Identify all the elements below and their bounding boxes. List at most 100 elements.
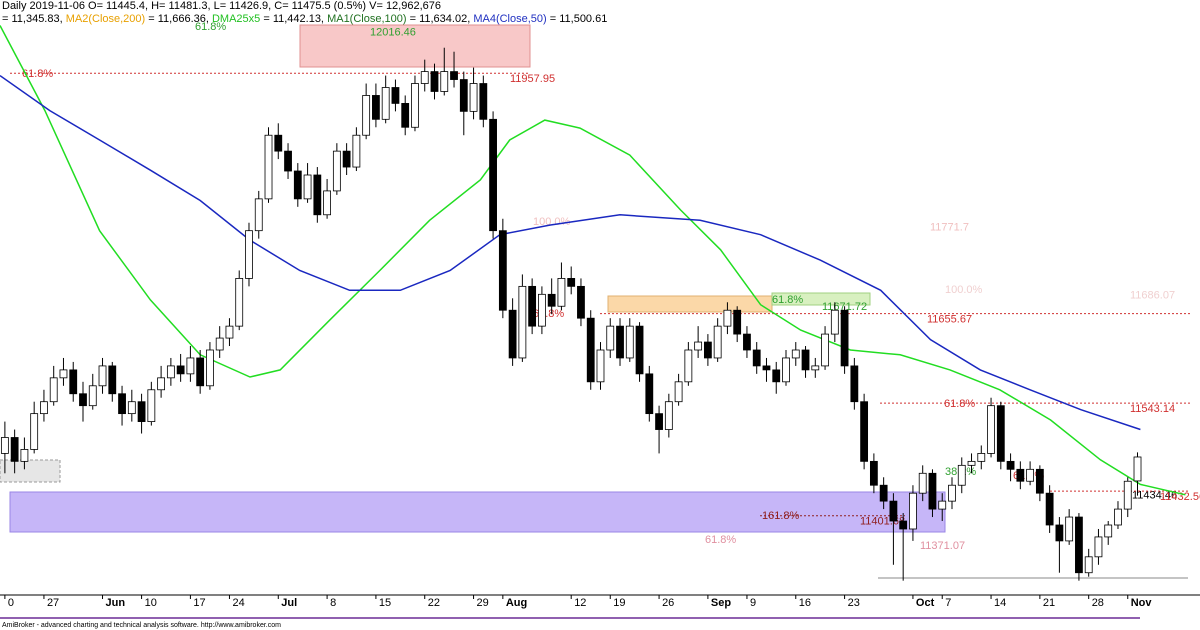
candle-body	[381, 87, 390, 120]
candle-body	[948, 484, 956, 502]
candle-body	[1084, 556, 1093, 574]
price-label: 11686.07	[1130, 289, 1175, 301]
candle-body	[791, 349, 800, 359]
candle-body	[391, 87, 400, 104]
candle-body	[88, 385, 97, 407]
candle-body	[674, 381, 683, 403]
x-tick-label: 19	[613, 597, 625, 609]
x-tick-label: 23	[848, 597, 860, 609]
candle-body	[830, 309, 839, 335]
candle-body	[918, 472, 927, 494]
candle-body	[547, 293, 556, 307]
x-tick-label: 27	[47, 597, 59, 609]
candle-body	[430, 71, 439, 92]
candle-body	[577, 285, 585, 319]
header-item: MA1(Close,100)	[327, 13, 406, 25]
candle-body	[157, 377, 166, 391]
x-tick-label: 17	[193, 597, 205, 609]
candle-body	[996, 405, 1005, 462]
price-label: 11957.95	[510, 73, 555, 85]
candle-body	[909, 492, 917, 530]
candle-body	[508, 309, 517, 359]
candle-body	[1006, 460, 1015, 470]
candle-body	[372, 95, 380, 120]
header-item: = 11,345.83,	[2, 13, 66, 25]
candle-body	[313, 174, 322, 216]
candle-body	[411, 83, 419, 128]
candle-body	[166, 365, 175, 379]
candle-body	[264, 134, 273, 200]
candle-body	[557, 278, 566, 307]
candle-body	[567, 278, 576, 287]
candle-body	[0, 437, 9, 454]
candle-body	[772, 369, 781, 383]
candle-body	[899, 520, 908, 530]
price-label: 11434.46	[1132, 490, 1177, 502]
x-tick-label: 12	[574, 597, 586, 609]
x-tick-label: Sep	[711, 597, 731, 609]
candle-body	[245, 230, 253, 279]
candle-body	[450, 71, 458, 80]
candle-body	[489, 118, 497, 232]
annotation: 61.8%	[195, 21, 226, 33]
candle-body	[889, 500, 898, 522]
x-tick-label: 9	[750, 597, 756, 609]
candle-body	[1026, 468, 1035, 482]
candle-body	[703, 341, 712, 359]
annotation: 100.0%	[533, 216, 571, 228]
candle-body	[352, 134, 361, 168]
candle-body	[987, 405, 995, 454]
x-tick-label: 8	[330, 597, 336, 609]
candle-body	[254, 198, 263, 232]
candle-body	[869, 460, 878, 486]
candle-body	[79, 393, 87, 407]
x-tick-label: 29	[477, 597, 489, 609]
candle-body	[1055, 524, 1064, 542]
candle-body	[606, 325, 615, 351]
header-item: = 11,634.02,	[407, 13, 474, 25]
candle-body	[1075, 516, 1083, 574]
candle-body	[1094, 536, 1103, 558]
annotation: 100.0%	[945, 284, 983, 296]
annotation: 61.8%	[772, 294, 803, 306]
ma-line	[0, 25, 1186, 496]
zone-green	[771, 292, 871, 306]
header-item: DMA25x5	[212, 13, 260, 25]
candle-body	[186, 357, 195, 375]
candle-body	[420, 71, 429, 84]
candle-body	[459, 79, 468, 112]
candle-body	[215, 337, 224, 351]
candle-body	[840, 309, 849, 367]
candle-body	[147, 389, 156, 422]
candle-body	[528, 285, 537, 327]
x-tick-label: 24	[232, 597, 244, 609]
plot: 12016.4611957.9511771.711686.0711671.721…	[0, 21, 1200, 609]
candle-body	[440, 71, 449, 92]
candle-body	[20, 449, 29, 462]
candle-body	[928, 472, 937, 510]
candle-body	[1016, 468, 1025, 482]
candle-body	[137, 401, 146, 422]
candle-body	[127, 401, 136, 415]
candle-body	[362, 95, 371, 136]
candle-body	[743, 333, 751, 351]
candle-body	[303, 174, 312, 200]
ma-line	[0, 74, 1141, 431]
candle-body	[1133, 456, 1142, 482]
zone-grey	[0, 459, 61, 483]
annotation: 61.8%	[705, 534, 736, 546]
zone-top	[299, 24, 531, 68]
candle-body	[108, 365, 117, 395]
x-tick-label: Nov	[1131, 597, 1153, 609]
candle-body	[860, 401, 869, 462]
candle-body	[30, 413, 39, 450]
candle-body	[235, 278, 244, 327]
zone-orange	[607, 295, 773, 313]
price-label: 11655.67	[927, 314, 972, 326]
candle-body	[694, 341, 703, 351]
candle-body	[967, 460, 976, 466]
x-tick-label: Jul	[281, 597, 297, 609]
x-tick-label: 16	[799, 597, 811, 609]
